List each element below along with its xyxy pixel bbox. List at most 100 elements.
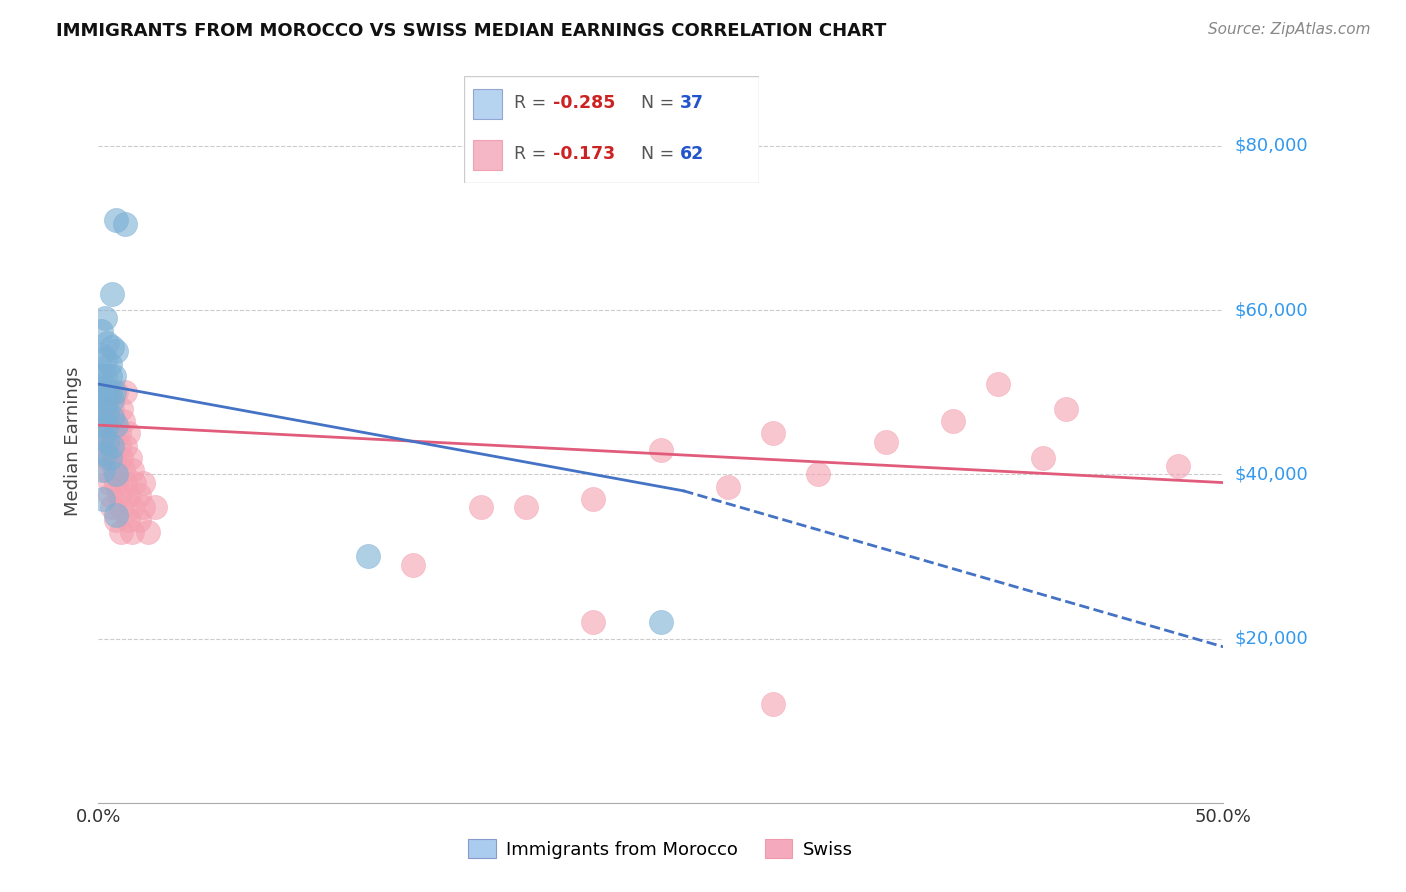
Point [98, 475, 121, 490]
Point [762, 426, 785, 441]
Point [96, 414, 118, 428]
Point [110, 500, 132, 515]
Text: 37: 37 [679, 95, 703, 112]
Point [110, 524, 132, 539]
Point [90, 393, 112, 408]
Point [402, 558, 425, 572]
Point [105, 467, 128, 482]
Point [105, 475, 128, 490]
Point [94, 426, 117, 441]
Point [105, 212, 128, 227]
Point [110, 450, 132, 465]
Point [96, 463, 118, 477]
Point [650, 615, 672, 630]
Point [105, 344, 128, 359]
Point [98, 368, 121, 383]
Point [98, 357, 121, 371]
Point [121, 524, 143, 539]
Point [98, 488, 121, 502]
Text: N =: N = [641, 95, 681, 112]
Point [105, 512, 128, 526]
Point [117, 488, 139, 502]
Text: N =: N = [641, 145, 681, 163]
Text: R =: R = [515, 145, 553, 163]
Point [91, 418, 114, 433]
Point [987, 377, 1010, 392]
Text: R =: R = [515, 95, 553, 112]
Point [114, 475, 136, 490]
Point [101, 439, 124, 453]
Point [94, 447, 117, 461]
Point [124, 475, 146, 490]
Point [101, 393, 124, 408]
Point [357, 549, 380, 564]
Point [90, 348, 112, 362]
FancyBboxPatch shape [464, 76, 759, 183]
Point [101, 500, 124, 515]
Point [105, 508, 128, 523]
Point [94, 385, 117, 400]
Point [128, 512, 150, 526]
Point [942, 414, 965, 428]
Point [101, 426, 124, 441]
FancyBboxPatch shape [472, 88, 502, 119]
Point [101, 409, 124, 424]
Point [105, 418, 128, 433]
Point [103, 385, 125, 400]
Point [107, 439, 129, 453]
Point [96, 418, 118, 433]
Point [117, 512, 139, 526]
Point [1167, 459, 1189, 474]
Point [90, 381, 112, 395]
Point [96, 393, 118, 408]
Point [98, 385, 121, 400]
Point [114, 385, 136, 400]
Point [114, 217, 136, 231]
Text: $20,000: $20,000 [1234, 630, 1308, 648]
Point [470, 500, 492, 515]
Point [132, 500, 155, 515]
Point [96, 385, 118, 400]
Point [98, 450, 121, 465]
Text: $60,000: $60,000 [1234, 301, 1308, 319]
Point [136, 524, 159, 539]
Point [875, 434, 897, 449]
Point [103, 368, 125, 383]
Y-axis label: Median Earnings: Median Earnings [65, 367, 83, 516]
Point [103, 414, 125, 428]
Text: Source: ZipAtlas.com: Source: ZipAtlas.com [1208, 22, 1371, 37]
Point [132, 475, 155, 490]
Point [1032, 450, 1054, 465]
Point [101, 439, 124, 453]
Point [117, 426, 139, 441]
Point [121, 463, 143, 477]
Point [94, 401, 117, 416]
Point [128, 488, 150, 502]
Text: -0.173: -0.173 [553, 145, 614, 163]
Point [96, 406, 118, 420]
Point [101, 340, 124, 354]
Point [103, 463, 125, 477]
Point [112, 463, 135, 477]
Point [107, 426, 129, 441]
Point [515, 500, 537, 515]
Point [96, 336, 118, 351]
Text: $40,000: $40,000 [1234, 466, 1308, 483]
Point [91, 491, 114, 506]
Point [582, 615, 605, 630]
Point [762, 698, 785, 712]
Point [90, 368, 112, 383]
Point [717, 480, 740, 494]
Point [107, 488, 129, 502]
Point [105, 385, 128, 400]
Point [96, 450, 118, 465]
Legend: Immigrants from Morocco, Swiss: Immigrants from Morocco, Swiss [461, 832, 860, 866]
Point [96, 434, 118, 449]
Point [110, 401, 132, 416]
Point [1054, 401, 1077, 416]
Point [101, 401, 124, 416]
Text: 62: 62 [679, 145, 704, 163]
Point [112, 414, 135, 428]
Point [91, 401, 114, 416]
Point [94, 311, 117, 326]
